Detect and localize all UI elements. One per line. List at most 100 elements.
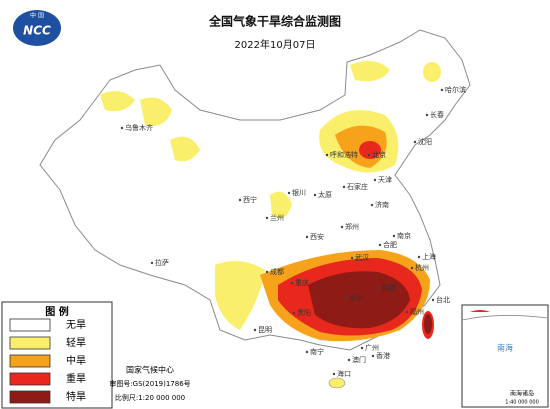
legend-label: 无旱: [66, 319, 86, 331]
legend-label: 中旱: [66, 354, 86, 367]
light-drought: [423, 62, 441, 82]
city-dot: [417, 255, 421, 259]
city-label: 石家庄: [347, 182, 368, 191]
light-drought: [350, 61, 390, 82]
legend-label: 特旱: [66, 391, 86, 403]
city-label: 香港: [376, 351, 390, 360]
city-dot: [332, 372, 336, 376]
city-label: 沈阳: [418, 137, 432, 146]
footer-scale: 比例尺:1:20 000 000: [115, 393, 185, 402]
city-label: 福州: [410, 307, 424, 316]
city-label: 乌鲁木齐: [125, 123, 153, 132]
city-label: 重庆: [295, 278, 309, 287]
light-drought: [140, 97, 172, 126]
city-dot: [265, 216, 269, 220]
city-dot: [347, 358, 351, 362]
city-label: 济南: [375, 200, 389, 209]
city-label: 武汉: [355, 253, 369, 262]
map-title: 全国气象干旱综合监测图: [208, 14, 341, 29]
city-label: 南京: [397, 231, 411, 240]
footer-org: 国家气候中心: [126, 365, 174, 375]
city-dot: [340, 225, 344, 229]
footer-approval: 审图号:GS(2019)1786号: [109, 379, 190, 388]
city-dot: [360, 346, 364, 350]
city-label: 银川: [292, 188, 306, 197]
city-label: 昆明: [258, 326, 272, 334]
city-dot: [287, 191, 291, 195]
drought-areas: [100, 61, 441, 389]
city-dot: [378, 243, 382, 247]
city-label: 杭州: [415, 263, 429, 272]
city-dot: [425, 113, 429, 117]
city-dot: [392, 234, 396, 238]
city-dot: [325, 153, 329, 157]
city-dot: [371, 354, 375, 358]
city-dot: [238, 198, 242, 202]
city-dot: [265, 270, 269, 274]
city-dot: [405, 310, 409, 314]
city-label: 太原: [318, 190, 332, 199]
city-dot: [440, 88, 444, 92]
city-label: 天津: [378, 176, 392, 184]
city-label: 广州: [365, 343, 379, 352]
city-label: 郑州: [345, 223, 359, 231]
map-date: 2022年10月07日: [235, 38, 316, 51]
city-dot: [413, 140, 417, 144]
city-dot: [377, 286, 381, 290]
legend-title: 图 例: [45, 305, 68, 318]
light-drought: [170, 136, 200, 162]
city-dot: [373, 178, 377, 182]
city-label: 长春: [430, 110, 444, 119]
city-dot: [305, 235, 309, 239]
legend-swatch: [9, 318, 51, 332]
hainan: [328, 377, 346, 389]
city-dot: [253, 328, 257, 332]
city-dot: [342, 185, 346, 189]
city-dot: [150, 261, 154, 265]
city-label: 北京: [372, 150, 386, 159]
city-dot: [292, 311, 296, 315]
legend-label: 重旱: [66, 372, 86, 385]
light-drought: [215, 261, 265, 330]
inset: 南海 南海诸岛 1:40 000 000: [461, 304, 549, 408]
city-dot: [313, 193, 317, 197]
inset-caption: 南海诸岛: [510, 390, 534, 398]
city-label: 合肥: [383, 240, 397, 249]
city-dot: [120, 126, 124, 130]
legend-swatch: [9, 354, 51, 368]
city-dot: [410, 266, 414, 270]
extreme-drought: [308, 271, 410, 329]
city-label: 南宁: [310, 347, 324, 356]
legend-swatch: [9, 336, 51, 350]
logo-disc: [13, 10, 61, 46]
city-label: 哈尔滨: [445, 85, 466, 94]
inset-box: [461, 304, 549, 408]
city-label: 西安: [310, 232, 324, 241]
city-label: 台北: [436, 295, 450, 304]
city-label: 长沙: [350, 293, 364, 302]
extreme-drought: [424, 314, 432, 334]
light-drought: [100, 91, 135, 112]
inset-drought: [470, 310, 490, 312]
logo-main: NCC: [23, 24, 51, 38]
inset-label: 南海: [497, 343, 513, 353]
legend-swatch: [9, 372, 51, 386]
city-dot: [290, 281, 294, 285]
city-label: 南昌: [382, 283, 396, 292]
light-drought: [270, 191, 292, 219]
logo-top: 中 国: [30, 12, 44, 20]
city-dot: [431, 298, 435, 302]
city-label: 成都: [270, 267, 284, 276]
city-label: 兰州: [270, 213, 284, 222]
city-label: 澳门: [352, 355, 366, 364]
city-label: 贵阳: [297, 308, 311, 317]
logo: 中 国 NCC: [13, 10, 61, 46]
city-dot: [350, 256, 354, 260]
city-label: 上海: [422, 252, 436, 261]
city-dot: [367, 153, 371, 157]
city-dot: [305, 350, 309, 354]
city-label: 拉萨: [155, 258, 169, 267]
